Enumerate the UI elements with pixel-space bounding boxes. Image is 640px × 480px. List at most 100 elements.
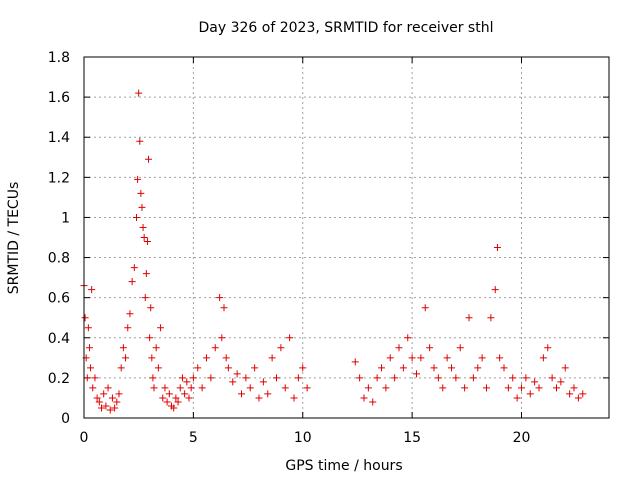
data-point: [133, 213, 140, 221]
data-point: [493, 244, 501, 252]
data-point: [150, 384, 158, 392]
data-point: [544, 344, 552, 352]
data-point: [548, 374, 556, 382]
data-point: [138, 203, 146, 211]
axis-ticks: 0 0.2 0.4 0.6 0.8 1 1.2 1.4 1.6 1.8 0 5 10 15 20: [48, 50, 609, 446]
data-point: [157, 324, 165, 332]
data-point: [143, 238, 151, 246]
grid-lines: [84, 57, 609, 418]
data-point: [465, 314, 473, 322]
y-tick-label: 1.6: [48, 90, 70, 106]
data-point: [513, 394, 521, 402]
data-point: [478, 354, 486, 362]
data-point: [496, 354, 504, 362]
data-point: [303, 384, 311, 392]
data-point: [83, 374, 91, 382]
data-point: [178, 374, 186, 382]
x-tick-label: 20: [513, 430, 531, 446]
data-point: [290, 394, 298, 402]
data-point: [351, 358, 359, 366]
data-point: [154, 364, 162, 372]
data-point: [211, 344, 219, 352]
y-tick-label: 1: [61, 210, 70, 226]
y-tick-label: 0.4: [48, 331, 70, 347]
data-point: [134, 175, 142, 183]
data-point: [88, 286, 96, 294]
data-point: [268, 354, 276, 362]
data-point: [439, 384, 447, 392]
data-point: [229, 378, 237, 386]
y-tick-label: 1.4: [48, 130, 70, 146]
y-tick-label: 0.2: [48, 371, 70, 387]
data-point: [152, 344, 160, 352]
x-axis-label: GPS time / hours: [285, 458, 402, 474]
data-point: [183, 378, 191, 386]
y-tick-label: 1.8: [48, 50, 70, 66]
data-point: [579, 390, 587, 398]
data-point: [233, 370, 241, 378]
data-point: [95, 398, 103, 406]
data-point: [408, 354, 416, 362]
data-point: [469, 374, 477, 382]
data-point: [404, 334, 412, 342]
data-point: [161, 384, 169, 392]
data-point: [487, 314, 495, 322]
data-point: [203, 354, 210, 362]
data-point: [148, 354, 156, 362]
data-point: [251, 364, 259, 372]
data-point: [218, 334, 226, 342]
data-point: [500, 364, 508, 372]
data-point: [146, 334, 154, 342]
data-point: [142, 270, 150, 278]
data-point: [535, 384, 543, 392]
data-point: [461, 384, 469, 392]
data-point: [81, 314, 89, 322]
data-point: [187, 384, 195, 392]
data-point: [255, 394, 263, 402]
data-point: [531, 378, 539, 386]
data-point: [364, 384, 372, 392]
data-point: [102, 402, 110, 410]
data-point: [141, 294, 149, 302]
data-point: [176, 384, 184, 392]
data-point: [140, 234, 148, 241]
data-point: [126, 310, 134, 318]
data-point: [104, 384, 112, 392]
data-point: [430, 364, 438, 372]
data-point: [399, 364, 407, 372]
data-point: [130, 264, 138, 272]
data-point: [198, 384, 206, 392]
data-point: [93, 394, 101, 402]
data-point: [170, 404, 178, 412]
data-point: [273, 374, 280, 382]
data-point: [159, 394, 167, 402]
data-point: [91, 374, 99, 382]
data-point: [115, 390, 123, 398]
data-point: [85, 344, 93, 352]
data-point: [522, 374, 530, 382]
x-tick-label: 15: [403, 430, 421, 446]
data-point: [421, 304, 429, 312]
data-point: [299, 364, 307, 372]
data-point: [119, 344, 127, 352]
data-point: [356, 374, 364, 382]
data-point: [539, 354, 547, 362]
data-point: [207, 374, 215, 382]
data-point: [89, 384, 97, 392]
data-point: [106, 406, 114, 414]
data-point: [413, 370, 420, 378]
data-point: [172, 394, 180, 402]
data-point: [286, 334, 294, 342]
data-point: [483, 384, 490, 392]
data-point: [491, 286, 499, 294]
data-point: [165, 390, 173, 398]
y-tick-label: 0: [61, 411, 70, 427]
data-point: [452, 374, 460, 382]
data-point: [264, 390, 272, 398]
data-point: [84, 324, 92, 332]
data-point: [360, 394, 368, 402]
data-point: [426, 344, 434, 352]
data-point: [87, 364, 95, 372]
data-point: [378, 364, 385, 372]
data-point: [443, 354, 451, 362]
